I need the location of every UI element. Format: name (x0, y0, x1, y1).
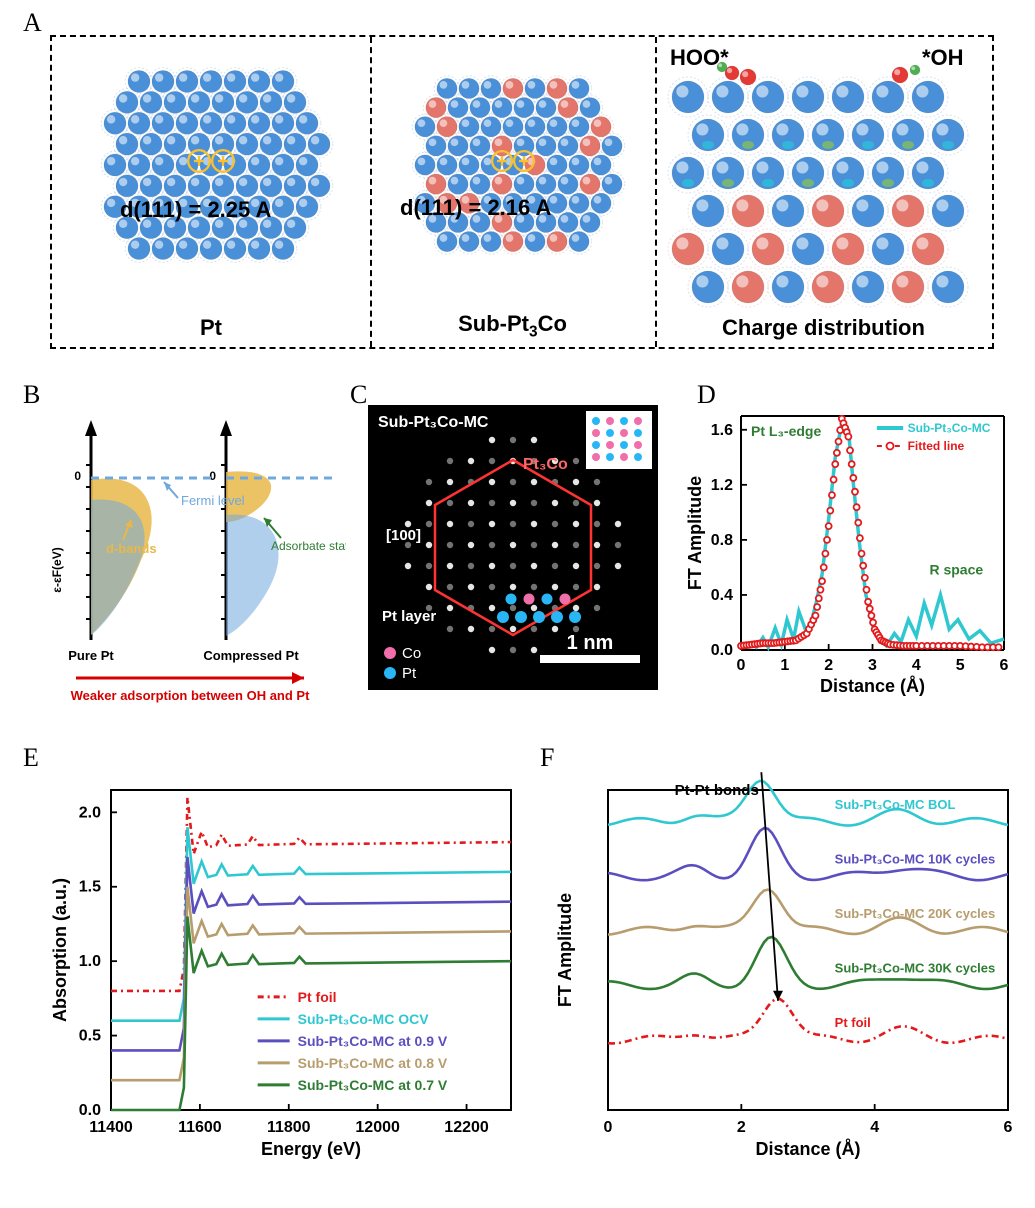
svg-text:Sub-Pt₃Co-MC at 0.7 V: Sub-Pt₃Co-MC at 0.7 V (298, 1077, 448, 1093)
svg-text:12200: 12200 (444, 1119, 489, 1136)
panelA-separator-2 (655, 37, 657, 347)
panel-label-c: C (350, 380, 367, 410)
svg-text:1.2: 1.2 (711, 477, 733, 494)
svg-text:Pt-Pt bonds: Pt-Pt bonds (675, 782, 759, 799)
svg-text:Pt L₃-edge: Pt L₃-edge (751, 423, 821, 439)
svg-text:Sub-Pt₃Co-MC: Sub-Pt₃Co-MC (908, 421, 991, 435)
svg-text:Sub-Pt₃Co-MC at 0.8 V: Sub-Pt₃Co-MC at 0.8 V (298, 1055, 448, 1071)
svg-text:Energy (eV): Energy (eV) (261, 1139, 361, 1159)
svg-text:11600: 11600 (178, 1119, 222, 1136)
svg-text:R space: R space (929, 561, 983, 577)
svg-text:0.5: 0.5 (79, 1028, 101, 1045)
svg-text:0: 0 (209, 469, 216, 483)
svg-text:1.6: 1.6 (711, 422, 733, 439)
pt-lattice-text: d(111) = 2.25 A (120, 197, 271, 223)
svg-text:11800: 11800 (267, 1119, 311, 1136)
svg-text:0: 0 (74, 469, 81, 483)
svg-text:3: 3 (868, 657, 877, 674)
svg-text:Sub-Pt₃Co-MC at 0.9 V: Sub-Pt₃Co-MC at 0.9 V (298, 1033, 448, 1049)
svg-text:1: 1 (780, 657, 789, 674)
svg-text:0.0: 0.0 (79, 1102, 101, 1119)
panel-label-e: E (23, 743, 39, 773)
svg-text:0: 0 (604, 1119, 613, 1136)
svg-text:Compressed Pt: Compressed Pt (203, 648, 299, 663)
svg-text:Sub-Pt₃Co-MC OCV: Sub-Pt₃Co-MC OCV (298, 1011, 430, 1027)
pt-caption: Pt (52, 315, 370, 341)
svg-text:1.5: 1.5 (79, 879, 101, 896)
panel-a: d(111) = 2.25 A d(111) = 2.16 A HOO* *OH… (50, 35, 994, 349)
svg-text:Pt layer: Pt layer (382, 608, 436, 625)
svg-text:12000: 12000 (355, 1119, 400, 1136)
svg-text:0: 0 (737, 657, 746, 674)
svg-text:Sub-Pt₃Co-MC: Sub-Pt₃Co-MC (378, 414, 489, 431)
svg-text:0.8: 0.8 (711, 532, 733, 549)
svg-text:Weaker adsorption between OH a: Weaker adsorption between OH and Pt (71, 688, 311, 703)
svg-text:1 nm: 1 nm (567, 632, 614, 654)
subpt3co-cluster-diagram (378, 45, 648, 275)
oh-label: *OH (922, 45, 964, 71)
svg-text:2.0: 2.0 (79, 804, 101, 821)
svg-text:6: 6 (1004, 1119, 1013, 1136)
svg-text:Distance (Å): Distance (Å) (755, 1139, 860, 1159)
svg-text:FT Amplitude: FT Amplitude (685, 476, 705, 590)
hoo-label: HOO* (670, 45, 729, 71)
svg-text:Sub-Pt₃Co-MC 30K cycles: Sub-Pt₃Co-MC 30K cycles (835, 960, 996, 975)
svg-text:Absorption (a.u.): Absorption (a.u.) (50, 878, 70, 1022)
svg-text:1.0: 1.0 (79, 953, 101, 970)
svg-text:Pure Pt: Pure Pt (68, 648, 114, 663)
panelA-separator-1 (370, 37, 372, 347)
svg-text:0.4: 0.4 (711, 587, 733, 604)
svg-text:Sub-Pt₃Co-MC 10K cycles: Sub-Pt₃Co-MC 10K cycles (835, 852, 996, 867)
panel-c-stem: Sub-Pt₃Co-MC Pt₃Co [100] Pt layer 1 nm Co Pt (368, 405, 658, 690)
svg-text:Fermi level: Fermi level (181, 493, 245, 508)
panel-label-b: B (23, 380, 40, 410)
svg-text:Sub-Pt₃Co-MC 20K cycles: Sub-Pt₃Co-MC 20K cycles (835, 906, 996, 921)
svg-text:4: 4 (870, 1119, 879, 1136)
panel-f-ft: 0 2 4 6 Distance (Å) FT Amplitude Sub-Pt₃Co-MC… (553, 770, 1023, 1165)
panel-label-f: F (540, 743, 554, 773)
panel-e-xanes: 11400 11600 11800 12000 12200 0.0 0.5 1.0 1.5 2.0… (46, 770, 526, 1165)
svg-text:[100]: [100] (386, 527, 421, 544)
svg-text:2: 2 (824, 657, 833, 674)
svg-text:FT Amplitude: FT Amplitude (555, 893, 575, 1007)
sub-lattice-text: d(111) = 2.16 A (400, 195, 551, 221)
svg-text:2: 2 (737, 1119, 746, 1136)
svg-text:Distance (Å): Distance (Å) (820, 676, 925, 696)
panel-b-dos: 0 0 ε-εF(eV) Fermi level d-bands Adsorbate st… (46, 410, 346, 720)
svg-text:6: 6 (1000, 657, 1009, 674)
svg-text:Pt foil: Pt foil (298, 989, 337, 1005)
charge-caption: Charge distribution (655, 315, 992, 341)
svg-text:0.0: 0.0 (711, 642, 733, 659)
svg-text:Pt: Pt (402, 665, 417, 682)
pt-cluster-diagram (76, 45, 346, 275)
panel-d-exafs: 0 1 2 3 4 5 6 0.0 0.4 0.8 1.2 1.6 Distance (Å) FT Amp… (683, 400, 1018, 700)
svg-text:ε-εF(eV): ε-εF(eV) (50, 547, 64, 592)
svg-text:Pt foil: Pt foil (835, 1015, 871, 1030)
svg-text:Pt₃Co: Pt₃Co (523, 456, 568, 473)
figure-root: A B C D E F d(111) = 2.25 A d(111) = 2.1… (0, 0, 1035, 1208)
svg-text:Sub-Pt₃Co-MC BOL: Sub-Pt₃Co-MC BOL (835, 797, 956, 812)
svg-text:11400: 11400 (89, 1119, 133, 1136)
panel-label-a: A (23, 8, 42, 38)
svg-text:Co: Co (402, 645, 421, 662)
svg-text:d-bands: d-bands (106, 541, 157, 556)
charge-distribution-diagram (660, 45, 984, 340)
svg-text:5: 5 (956, 657, 965, 674)
stem-image: Sub-Pt₃Co-MC Pt₃Co [100] Pt layer 1 nm Co Pt (368, 405, 658, 690)
sub-caption: Sub-Pt3Co (370, 311, 655, 341)
svg-text:4: 4 (912, 657, 921, 674)
svg-text:Adsorbate state: Adsorbate state (271, 539, 346, 553)
svg-text:Fitted line: Fitted line (908, 439, 965, 453)
